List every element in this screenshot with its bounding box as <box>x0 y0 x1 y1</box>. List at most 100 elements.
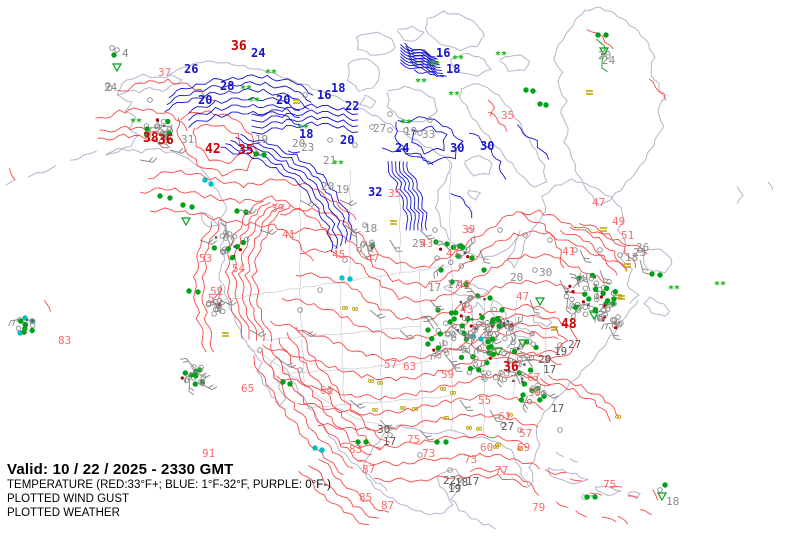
station-label: 19 <box>336 183 349 196</box>
station-mark <box>463 251 466 254</box>
station-circle <box>231 233 238 240</box>
wind-barb <box>259 229 278 235</box>
station-label: 27 <box>373 122 386 135</box>
isotherm-warm <box>278 337 372 456</box>
coastline <box>346 58 380 92</box>
rain-dot <box>543 102 549 108</box>
station-circle <box>505 324 511 330</box>
station-circle <box>114 47 120 53</box>
drizzle-dot <box>319 447 325 453</box>
station-circle <box>403 127 409 133</box>
station-circle <box>569 296 575 303</box>
rain-dot <box>192 381 198 387</box>
wind-barb <box>239 207 258 214</box>
rain-dot <box>465 316 471 322</box>
station-circle <box>532 375 539 382</box>
station-mark-red <box>155 118 159 122</box>
rain-dot <box>435 345 441 351</box>
warm-temp-label: 41 <box>282 228 295 241</box>
station-circle <box>442 347 449 354</box>
isotherm-warm <box>281 297 557 340</box>
isotherm-warm <box>547 374 619 418</box>
red-obs-mark <box>617 515 629 525</box>
station-circle <box>427 117 433 123</box>
political-border <box>246 343 393 429</box>
coastline <box>767 181 774 190</box>
station-circle <box>205 301 212 308</box>
rain-dot <box>280 379 286 385</box>
station-label: 30 <box>539 266 552 279</box>
wind-barb <box>464 287 479 299</box>
coastline <box>553 6 666 206</box>
rain-dot <box>437 331 443 337</box>
coastline <box>642 248 673 274</box>
station-mark <box>462 307 466 310</box>
shower-triangle <box>180 217 192 227</box>
wind-barb <box>419 429 435 441</box>
rain-dot <box>144 126 150 132</box>
isotherm-warm <box>290 227 628 289</box>
station-circle <box>220 308 226 315</box>
wind-barb <box>139 156 158 163</box>
station-circle <box>369 124 375 130</box>
station-circle <box>588 275 595 282</box>
station-circle <box>297 307 303 313</box>
isotherm-cold <box>235 136 348 244</box>
station-mark-red <box>466 255 470 259</box>
gust-label: 27 <box>501 420 514 433</box>
warm-temp-label: 37 <box>158 66 171 79</box>
isotherm-warm <box>244 203 285 342</box>
rain-dot <box>584 494 590 500</box>
rain-dot <box>449 279 455 285</box>
station-circle <box>342 257 348 263</box>
rain-dot <box>429 336 435 342</box>
wind-barb <box>429 299 445 311</box>
isotherm-warm <box>231 202 271 340</box>
station-circle <box>197 379 204 385</box>
haze-symbol: ∞ <box>476 424 482 435</box>
gust-label: 17 <box>543 363 556 376</box>
rain-dot <box>499 307 505 313</box>
haze-symbol: ∞ <box>372 405 378 416</box>
station-circle <box>30 318 36 325</box>
station-circle <box>442 340 448 347</box>
station-circle <box>503 371 510 377</box>
snow-symbol: ** <box>415 77 427 88</box>
smoke-symbol <box>293 99 300 104</box>
station-label: 20 <box>598 49 611 62</box>
wind-barb <box>424 315 439 327</box>
station-mark-red <box>432 348 436 352</box>
station-circle <box>387 127 393 133</box>
cold-temp-label: 18 <box>446 62 460 76</box>
rain-dot <box>438 267 444 273</box>
station-mark <box>483 298 486 301</box>
rain-dot <box>195 289 201 295</box>
station-mark <box>456 329 459 332</box>
rain-dot <box>287 381 293 387</box>
station-mark-red <box>571 290 575 294</box>
rain-dot <box>489 336 496 342</box>
isotherm-warm <box>201 221 220 353</box>
coastline-layer <box>5 6 774 530</box>
political-border <box>398 159 402 276</box>
rain-dot <box>537 397 543 403</box>
rain-dot <box>486 344 492 351</box>
coastline <box>355 31 396 56</box>
rain-dot <box>469 255 475 261</box>
station-mark <box>506 320 509 323</box>
station-circle <box>167 138 174 144</box>
station-circle <box>211 311 217 317</box>
rain-dot <box>189 204 195 210</box>
station-circle <box>387 111 393 117</box>
wind-barb <box>434 240 451 251</box>
haze-symbol: ∞ <box>377 378 383 389</box>
rain-dot <box>490 351 497 357</box>
station-circle <box>302 92 308 98</box>
isotherm-warm <box>253 355 344 476</box>
isotherm-cold <box>188 96 300 114</box>
legend: Valid: 10 / 22 / 2025 - 2330 GMT TEMPERA… <box>7 461 331 520</box>
station-circle <box>502 335 508 342</box>
station-circle <box>507 357 514 364</box>
warm-temp-label: 75 <box>407 433 420 446</box>
rain-dot <box>533 344 539 351</box>
